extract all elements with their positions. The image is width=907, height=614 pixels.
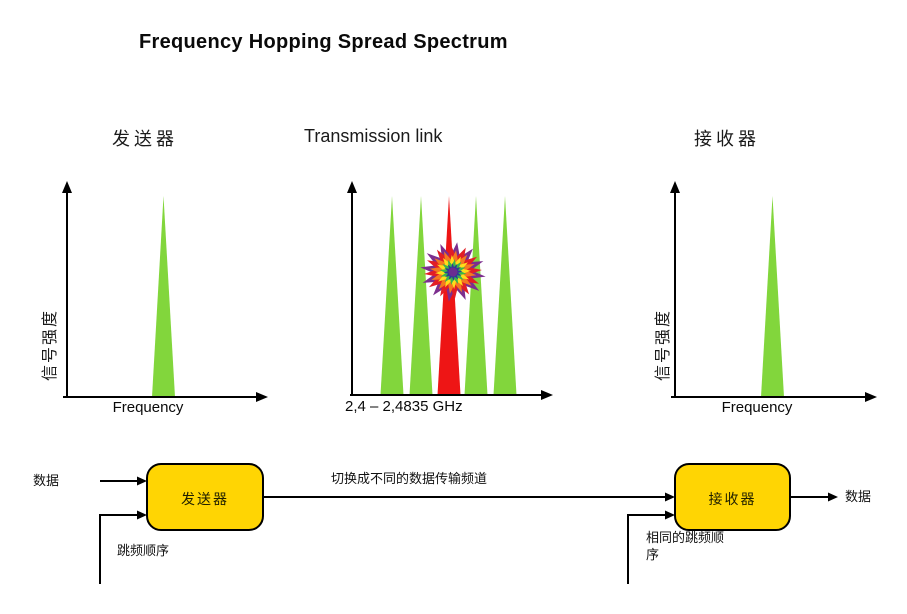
signal-spike [152,196,175,397]
transmitter-box-label: 发送器 [181,491,229,507]
transmitter-spectrum-chart [62,181,268,402]
signal-spike [409,196,433,395]
signal-spike [761,196,784,397]
transmitter-header: 发送器 [112,129,178,149]
signal-spike [493,196,517,395]
signal-spike [380,196,404,395]
x-axis-arrow [865,392,877,402]
link-spectrum-chart [347,181,553,400]
data-output-label: 数据 [845,489,872,504]
receiver-x-axis-label: Frequency [721,399,793,416]
x-axis-arrow [256,392,268,402]
transmitter-y-axis-label: 信号强度 [42,309,59,382]
receiver-spectrum-chart [670,181,877,402]
flow-diagram [99,463,838,584]
same-hop-sequence-label: 相同的跳频顺序 [646,530,725,562]
receiver-header: 接收器 [694,129,760,149]
channel-switch-label: 切换成不同的数据传输频道 [331,471,488,486]
interference-starburst-icon [416,237,490,307]
signal-spike [464,196,488,395]
transmitter-x-axis-label: Frequency [112,399,184,416]
receiver-y-axis-label: 信号强度 [655,309,672,382]
link-x-axis-label: 2,4 – 2,4835 GHz [345,398,463,415]
hop-sequence-label: 跳频顺序 [117,543,170,558]
hop-sequence-arrow [99,514,138,584]
same-hop-sequence-arrow [627,514,666,584]
y-axis-arrow [62,181,72,193]
y-axis-arrow [670,181,680,193]
y-axis-arrow [347,181,357,193]
receiver-box-label: 接收器 [708,491,757,507]
transmission-link-header: Transmission link [304,126,443,146]
x-axis-arrow [541,390,553,400]
page-title: Frequency Hopping Spread Spectrum [139,31,508,53]
data-input-label: 数据 [33,473,60,488]
